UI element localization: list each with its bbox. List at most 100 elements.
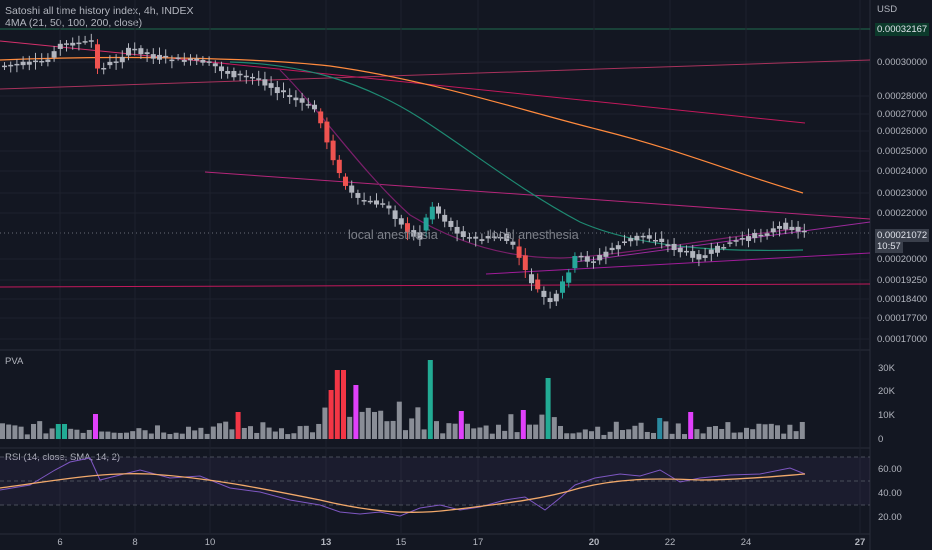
candle-body xyxy=(665,244,671,246)
candle-body xyxy=(684,250,689,253)
grid-lines xyxy=(0,0,871,550)
volume-bar xyxy=(589,431,594,439)
candle-body xyxy=(144,52,150,55)
candle-body xyxy=(609,247,615,251)
indicator-legend[interactable]: 4MA (21, 50, 100, 200, close) xyxy=(5,17,143,29)
volume-tick-label: 20K xyxy=(878,386,896,397)
volume-bar xyxy=(644,431,650,439)
trend-line xyxy=(0,283,871,288)
volume-bar xyxy=(502,430,508,439)
candle-body xyxy=(243,75,249,78)
volume-bar xyxy=(117,432,123,439)
volume-bar xyxy=(372,411,377,439)
volume-bar xyxy=(229,429,235,439)
candle-body xyxy=(498,236,503,239)
trend-line xyxy=(204,171,871,220)
candle-body xyxy=(188,58,193,61)
candle-body xyxy=(646,235,652,239)
volume-bar xyxy=(291,433,297,439)
candle-body xyxy=(150,54,156,59)
candle-body xyxy=(138,48,144,55)
candle-body xyxy=(175,57,181,59)
volume-bar xyxy=(99,431,105,439)
volume-bar xyxy=(18,426,24,439)
price-tick-label: 0.00028000 xyxy=(877,91,927,102)
volume-bar xyxy=(328,390,334,439)
volume-bar xyxy=(458,411,464,439)
candle-body xyxy=(262,79,268,86)
time-tick-label: 27 xyxy=(855,537,866,548)
candle-body xyxy=(39,60,45,63)
volume-bar xyxy=(179,433,185,439)
volume-bar xyxy=(564,433,570,439)
price-tick-label: 0.00027000 xyxy=(877,109,927,120)
candle-body xyxy=(312,104,317,110)
candle-body xyxy=(628,238,634,242)
candle-body xyxy=(231,71,237,78)
candle-body xyxy=(163,55,169,58)
volume-bar xyxy=(737,432,743,439)
volume-bar xyxy=(396,401,402,439)
volume-bar xyxy=(527,424,532,439)
candle-body xyxy=(237,73,243,76)
candle-body xyxy=(801,230,807,233)
candle-body xyxy=(448,220,454,227)
candle-body xyxy=(547,298,553,303)
volume-bar xyxy=(471,428,477,439)
volume-bar xyxy=(713,426,718,439)
volume-bar xyxy=(750,429,756,439)
volume-bar xyxy=(601,434,607,439)
volume-bar xyxy=(415,407,421,439)
volume-bar xyxy=(378,410,384,439)
candle-body xyxy=(392,210,398,219)
volume-bar xyxy=(725,422,731,439)
volume-bar xyxy=(0,423,5,439)
volume-bar xyxy=(539,414,545,439)
candle-body xyxy=(436,206,441,214)
candle-body xyxy=(739,238,745,240)
volume-bar xyxy=(260,422,266,439)
candle-body xyxy=(442,214,448,222)
candle-body xyxy=(219,66,224,72)
price-tag-countdown: 10:57 xyxy=(875,240,903,253)
candle-body xyxy=(250,76,255,79)
candle-body xyxy=(690,251,696,258)
candle-body xyxy=(597,255,603,261)
volume-bar xyxy=(186,426,191,439)
volume-bar xyxy=(446,423,452,439)
candle-body xyxy=(361,200,367,202)
volume-bar xyxy=(465,423,470,439)
candle-body xyxy=(640,235,646,238)
candle-body xyxy=(299,98,305,103)
rsi-tick-label: 60.00 xyxy=(878,464,902,475)
volume-pane-label[interactable]: PVA xyxy=(5,356,24,367)
volume-bar xyxy=(80,432,86,439)
price-tick-label: 0.00018400 xyxy=(877,294,927,305)
candle-body xyxy=(200,59,206,63)
volume-bar xyxy=(198,427,204,439)
trend-lines[interactable] xyxy=(0,40,871,288)
price-tick-label: 0.00022000 xyxy=(877,208,927,219)
price-tick-label: 0.00017700 xyxy=(877,313,927,324)
candle-body xyxy=(653,239,658,242)
time-tick-label: 10 xyxy=(205,537,216,548)
candle-body xyxy=(336,159,342,174)
candle-body xyxy=(88,40,94,42)
candle-body xyxy=(473,236,479,239)
volume-bar xyxy=(210,426,216,439)
candle-body xyxy=(206,61,212,63)
rsi-pane-label[interactable]: RSI (14, close, SMA, 14, 2) xyxy=(5,452,121,463)
volume-bar xyxy=(626,429,632,439)
candle-body xyxy=(20,61,26,66)
volume-bar xyxy=(248,426,253,439)
rsi-sma-line xyxy=(0,473,806,513)
candle-body xyxy=(405,223,410,233)
volume-bar xyxy=(632,425,638,439)
volume-bar xyxy=(341,370,346,439)
volume-bar xyxy=(142,430,148,439)
volume-bar xyxy=(12,425,18,439)
watermark-left: local anesthesia xyxy=(348,228,438,242)
candle-body xyxy=(157,54,162,60)
volume-bar xyxy=(620,430,625,439)
